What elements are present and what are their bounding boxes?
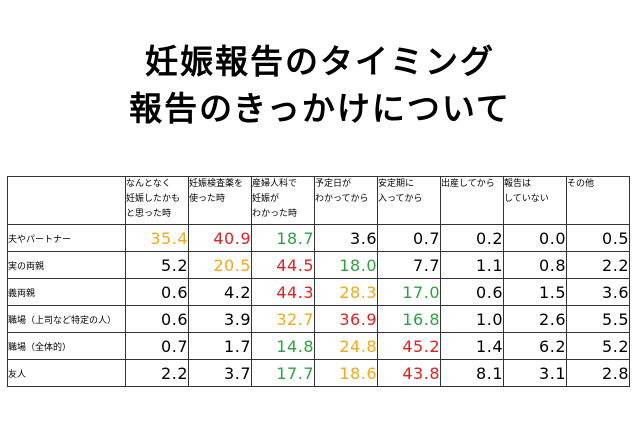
table-cell-value: 18.0 bbox=[314, 251, 378, 279]
table-cell-value: 6.2 bbox=[503, 332, 567, 360]
column-header: 妊娠検査薬を 使った時 bbox=[188, 176, 252, 225]
table-cell-value: 4.2 bbox=[188, 278, 252, 306]
table-body: 夫やパートナー 35.4 40.9 18.7 3.6 0.7 0.2 0.0 0.5 実の両親 5.… bbox=[7, 224, 630, 387]
table-cell-value: 45.2 bbox=[377, 332, 441, 360]
table-cell-value: 2.2 bbox=[125, 359, 189, 387]
table-row: 職場（上司など特定の人） 0.6 3.9 32.7 36.9 16.8 1.0 2.6 5.5 bbox=[7, 305, 630, 333]
table-cell-value: 3.7 bbox=[188, 359, 252, 387]
table-row: 職場（全体的） 0.7 1.7 14.8 24.8 45.2 1.4 6.2 5.2 bbox=[7, 332, 630, 360]
table-row: 義両親 0.6 4.2 44.3 28.3 17.0 0.6 1.5 3.6 bbox=[7, 278, 630, 306]
table-cell-value: 17.0 bbox=[377, 278, 441, 306]
row-label: 職場（上司など特定の人） bbox=[7, 305, 126, 333]
column-header: 報告は していない bbox=[503, 176, 567, 225]
row-label: 友人 bbox=[7, 359, 126, 387]
table-cell-value: 3.9 bbox=[188, 305, 252, 333]
column-header: なんとなく 妊娠したかも と思った時 bbox=[125, 176, 189, 225]
table-cell-value: 1.4 bbox=[440, 332, 504, 360]
column-header: 安定期に 入ってから bbox=[377, 176, 441, 225]
table-cell-value: 0.8 bbox=[503, 251, 567, 279]
table-cell-value: 0.6 bbox=[125, 305, 189, 333]
row-label: 義両親 bbox=[7, 278, 126, 306]
table-cell-value: 1.5 bbox=[503, 278, 567, 306]
table-cell-value: 44.3 bbox=[251, 278, 315, 306]
table-cell-value: 28.3 bbox=[314, 278, 378, 306]
table-cell-value: 5.2 bbox=[566, 332, 630, 360]
page-title: 妊娠報告のタイミング 報告のきっかけについて bbox=[0, 38, 640, 132]
table-row: 友人 2.2 3.7 17.7 18.6 43.8 8.1 3.1 2.8 bbox=[7, 359, 630, 387]
table-header-row: なんとなく 妊娠したかも と思った時 妊娠検査薬を 使った時 産婦人科で 妊娠が… bbox=[7, 176, 630, 225]
column-header: 産婦人科で 妊娠が わかった時 bbox=[251, 176, 315, 225]
table-cell-value: 36.9 bbox=[314, 305, 378, 333]
table-row: 実の両親 5.2 20.5 44.5 18.0 7.7 1.1 0.8 2.2 bbox=[7, 251, 630, 279]
table-cell-value: 18.6 bbox=[314, 359, 378, 387]
table-cell-value: 0.2 bbox=[440, 224, 504, 252]
table-cell-value: 5.5 bbox=[566, 305, 630, 333]
row-label: 実の両親 bbox=[7, 251, 126, 279]
table-cell-value: 0.7 bbox=[125, 332, 189, 360]
table-cell-value: 40.9 bbox=[188, 224, 252, 252]
table-cell-value: 0.6 bbox=[440, 278, 504, 306]
table-cell-value: 14.8 bbox=[251, 332, 315, 360]
table-cell-value: 24.8 bbox=[314, 332, 378, 360]
column-header: 予定日が わかってから bbox=[314, 176, 378, 225]
table-cell-value: 0.0 bbox=[503, 224, 567, 252]
table-cell-value: 8.1 bbox=[440, 359, 504, 387]
table-cell-value: 2.2 bbox=[566, 251, 630, 279]
table-cell-value: 1.7 bbox=[188, 332, 252, 360]
table-cell-value: 7.7 bbox=[377, 251, 441, 279]
table-cell-value: 1.1 bbox=[440, 251, 504, 279]
table-cell-value: 43.8 bbox=[377, 359, 441, 387]
table-cell-value: 1.0 bbox=[440, 305, 504, 333]
column-header: 出産してから bbox=[440, 176, 504, 225]
table-cell-value: 2.6 bbox=[503, 305, 567, 333]
table-cell-value: 0.7 bbox=[377, 224, 441, 252]
table-cell-value: 44.5 bbox=[251, 251, 315, 279]
column-header: その他 bbox=[566, 176, 630, 225]
data-table: なんとなく 妊娠したかも と思った時 妊娠検査薬を 使った時 産婦人科で 妊娠が… bbox=[7, 176, 630, 387]
row-label: 夫やパートナー bbox=[7, 224, 126, 252]
table-cell-value: 35.4 bbox=[125, 224, 189, 252]
table-cell-value: 0.6 bbox=[125, 278, 189, 306]
table-cell-value: 0.5 bbox=[566, 224, 630, 252]
table-cell-value: 2.8 bbox=[566, 359, 630, 387]
table-cell-value: 17.7 bbox=[251, 359, 315, 387]
table-cell-value: 3.6 bbox=[566, 278, 630, 306]
table-corner-cell bbox=[7, 176, 126, 225]
table-cell-value: 18.7 bbox=[251, 224, 315, 252]
table-cell-value: 5.2 bbox=[125, 251, 189, 279]
title-line-2: 報告のきっかけについて bbox=[129, 89, 511, 128]
table-cell-value: 3.1 bbox=[503, 359, 567, 387]
table-cell-value: 16.8 bbox=[377, 305, 441, 333]
row-label: 職場（全体的） bbox=[7, 332, 126, 360]
title-line-1: 妊娠報告のタイミング bbox=[145, 42, 495, 81]
table-cell-value: 20.5 bbox=[188, 251, 252, 279]
table-cell-value: 3.6 bbox=[314, 224, 378, 252]
table-cell-value: 32.7 bbox=[251, 305, 315, 333]
table-row: 夫やパートナー 35.4 40.9 18.7 3.6 0.7 0.2 0.0 0.5 bbox=[7, 224, 630, 252]
